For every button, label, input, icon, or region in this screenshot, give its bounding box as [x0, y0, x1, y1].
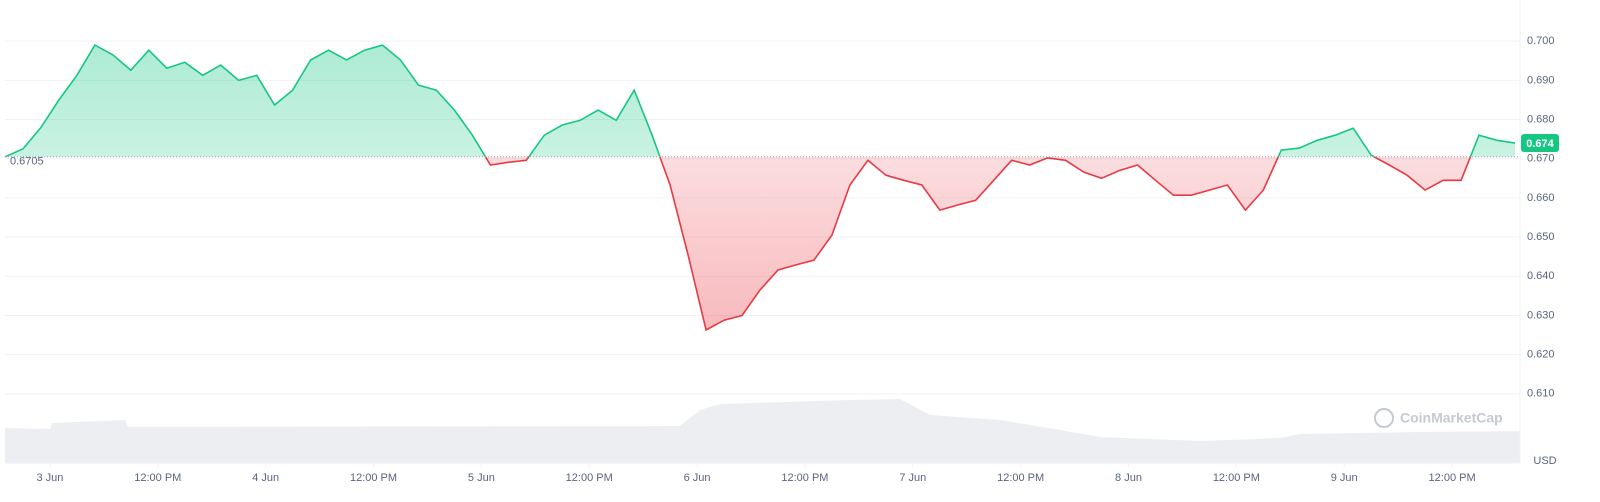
- x-tick-label: 12:00 PM: [781, 472, 828, 484]
- y-tick-label: 0.690: [1527, 74, 1555, 86]
- x-tick-label: 5 Jun: [468, 472, 495, 484]
- x-tick-label: 3 Jun: [36, 472, 63, 484]
- x-tick-label: 12:00 PM: [997, 472, 1044, 484]
- area-down: [5, 156, 1471, 330]
- current-price-label: 0.674: [1526, 138, 1554, 150]
- y-tick-label: 0.630: [1527, 309, 1555, 321]
- area-up: [5, 45, 1515, 157]
- x-tick-label: 12:00 PM: [134, 472, 181, 484]
- x-tick-label: 6 Jun: [684, 472, 711, 484]
- current-price-badge: [1521, 134, 1559, 153]
- x-tick-label: 12:00 PM: [350, 472, 397, 484]
- y-tick-label: 0.660: [1527, 192, 1555, 204]
- watermark-text: CoinMarketCap: [1400, 410, 1503, 426]
- y-tick-label: 0.650: [1527, 231, 1555, 243]
- y-tick-label: 0.620: [1527, 349, 1555, 361]
- y-tick-label: 0.700: [1527, 35, 1555, 47]
- x-tick-label: 7 Jun: [899, 472, 926, 484]
- y-tick-label: 0.610: [1527, 388, 1555, 400]
- y-tick-label: 0.680: [1527, 113, 1555, 125]
- price-line: [4, 44, 1516, 157]
- x-tick-label: 12:00 PM: [1429, 472, 1476, 484]
- x-tick-label: 8 Jun: [1115, 472, 1142, 484]
- x-tick-label: 9 Jun: [1331, 472, 1358, 484]
- x-tick-label: 12:00 PM: [566, 472, 613, 484]
- x-tick-label: 4 Jun: [252, 472, 279, 484]
- baseline-label: 0.6705: [10, 156, 44, 168]
- y-tick-label: 0.640: [1527, 270, 1555, 282]
- watermark-logo: [1374, 408, 1394, 428]
- y-tick-label: 0.670: [1527, 153, 1555, 165]
- price-line-below: [4, 156, 1472, 332]
- watermark: CoinMarketCap: [1374, 408, 1503, 428]
- x-tick-label: 12:00 PM: [1213, 472, 1260, 484]
- y-unit: USD: [1533, 455, 1556, 467]
- volume-area: [5, 399, 1520, 463]
